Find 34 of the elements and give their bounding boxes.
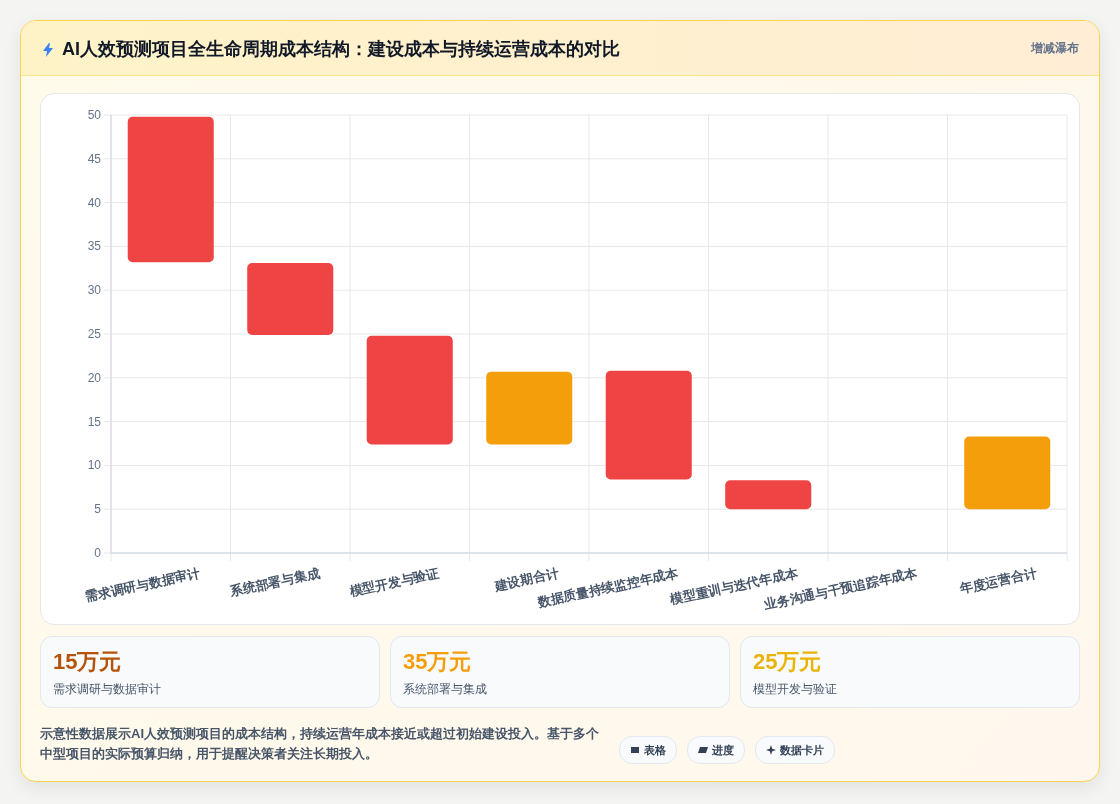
bar [486,371,573,445]
y-tick-label: 5 [94,502,102,517]
text: 35万元 [403,649,472,674]
text: 示意性数据展示AI人效预测项目的成本结构，持续运营年成本接近或超过初始建设投入。基于多个中型项目的实际预算归纳，用于提醒决策者关注长期投入。 [40,725,600,763]
x-tick-label: 系统部署与集成 [227,565,321,600]
y-tick-label: 50 [87,108,102,122]
bar [247,263,334,335]
bar [366,335,453,445]
chart-subtitle: 增减瀑布 [1031,40,1079,57]
y-tick-label: 30 [87,283,102,298]
category-label: 需求调研与数据审计 [53,682,161,696]
y-tick-label: 35 [87,239,102,254]
y-tick-label: 10 [87,458,102,473]
category-label: 模型开发与验证 [753,682,837,696]
y-tick-label: 40 [87,195,102,210]
text: 15万元 [53,649,122,674]
y-tick-label: 20 [87,370,102,385]
y-tick-label: 25 [87,327,102,341]
chart-title: AI人效预测项目全生命周期成本结构：建设成本与持续运营成本的对比 [62,38,620,61]
bar [605,370,692,480]
text: 数据卡片 [780,742,824,758]
x-tick-label: 需求调研与数据审计 [83,565,202,605]
bar [127,116,214,263]
y-tick-label: 15 [87,414,102,429]
bar [725,480,812,510]
text: 25万元 [753,649,822,674]
text: 表格 [644,742,666,758]
y-tick-label: 45 [87,151,102,166]
text: 进度 [712,742,734,758]
x-tick-label: 年度运营合计 [957,565,1038,597]
x-tick-label: 模型开发与验证 [347,565,441,600]
bar [964,436,1051,510]
y-tick-label: 0 [94,546,102,560]
category-label: 系统部署与集成 [403,682,487,696]
